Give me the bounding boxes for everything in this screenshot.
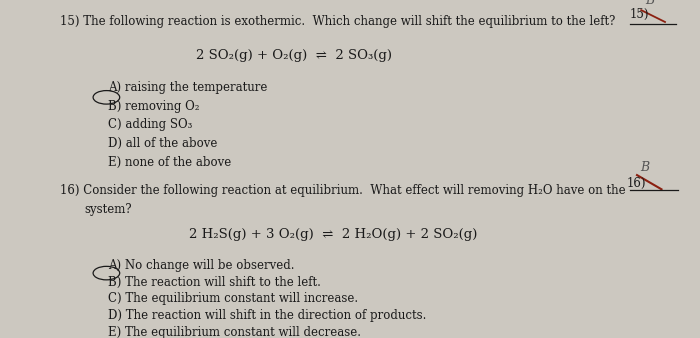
Text: A) raising the temperature: A) raising the temperature: [108, 81, 268, 94]
Text: 16): 16): [626, 177, 646, 190]
Text: D) all of the above: D) all of the above: [108, 137, 218, 150]
Text: B: B: [645, 0, 654, 7]
Text: 16) Consider the following reaction at equilibrium.  What effect will removing H: 16) Consider the following reaction at e…: [60, 184, 625, 197]
Text: 15): 15): [630, 8, 650, 21]
Text: B: B: [640, 161, 650, 174]
Text: D) The reaction will shift in the direction of products.: D) The reaction will shift in the direct…: [108, 309, 427, 322]
Text: E) none of the above: E) none of the above: [108, 155, 232, 168]
Text: B) The reaction will shift to the left.: B) The reaction will shift to the left.: [108, 275, 321, 288]
Text: C) The equilibrium constant will increase.: C) The equilibrium constant will increas…: [108, 292, 358, 305]
Text: E) The equilibrium constant will decrease.: E) The equilibrium constant will decreas…: [108, 326, 361, 338]
Text: 15) The following reaction is exothermic.  Which change will shift the equilibri: 15) The following reaction is exothermic…: [60, 15, 615, 28]
Text: 2 H₂S(g) + 3 O₂(g)  ⇌  2 H₂O(g) + 2 SO₂(g): 2 H₂S(g) + 3 O₂(g) ⇌ 2 H₂O(g) + 2 SO₂(g): [189, 228, 477, 241]
Text: A) No change will be observed.: A) No change will be observed.: [108, 259, 295, 271]
Text: 2 SO₂(g) + O₂(g)  ⇌  2 SO₃(g): 2 SO₂(g) + O₂(g) ⇌ 2 SO₃(g): [196, 49, 392, 62]
Text: system?: system?: [84, 203, 132, 216]
Text: C) adding SO₃: C) adding SO₃: [108, 118, 193, 131]
Text: B) removing O₂: B) removing O₂: [108, 100, 200, 113]
